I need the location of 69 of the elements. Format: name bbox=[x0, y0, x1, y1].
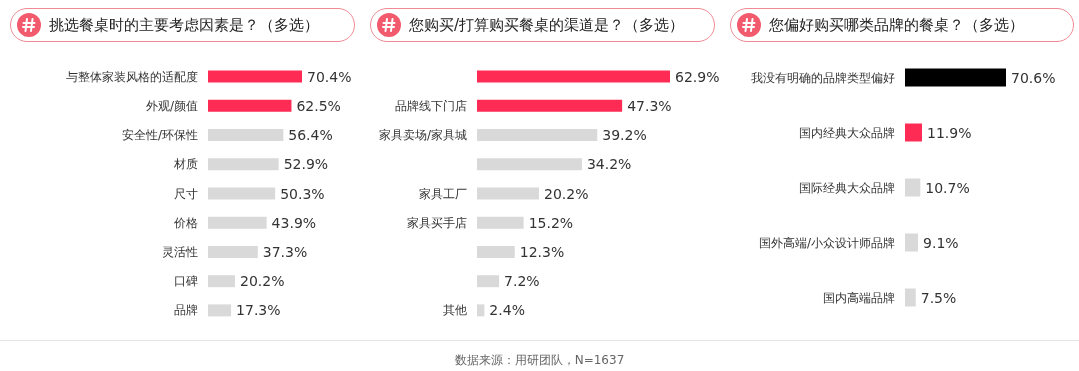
bar bbox=[208, 158, 279, 171]
data-label: 2.4% bbox=[489, 302, 525, 319]
y-tick-label: 国内高端品牌 bbox=[823, 290, 895, 305]
data-label: 70.4% bbox=[307, 68, 352, 85]
data-label: 43.9% bbox=[271, 214, 317, 231]
bar bbox=[208, 187, 276, 200]
data-label: 20.2% bbox=[543, 185, 589, 202]
data-label: 17.3% bbox=[236, 302, 281, 319]
y-tick-label: 尺寸 bbox=[174, 186, 198, 201]
data-label: 9.1% bbox=[923, 234, 959, 251]
y-tick-label: 家具买手店 bbox=[407, 215, 467, 230]
data-label: 70.6% bbox=[1011, 69, 1056, 86]
y-tick-label: 安全性/环保性 bbox=[121, 128, 198, 143]
data-label: 62.9% bbox=[675, 68, 720, 85]
y-tick-label: 品牌线下门店 bbox=[395, 98, 467, 113]
bar bbox=[208, 70, 302, 83]
data-label: 15.2% bbox=[528, 214, 574, 231]
y-tick-label: 与整体家装风格的适配度 bbox=[66, 69, 198, 84]
y-tick-label: 价格 bbox=[173, 215, 198, 230]
chart-title: 挑选餐桌时的主要考虑因素是？（多选） bbox=[49, 15, 319, 35]
data-label: 7.2% bbox=[504, 273, 540, 290]
data-label: 7.5% bbox=[920, 289, 957, 306]
data-label: 62.5% bbox=[296, 97, 341, 114]
bar bbox=[477, 129, 598, 142]
bar bbox=[208, 245, 258, 258]
data-label: 39.2% bbox=[602, 127, 647, 144]
y-tick-label: 家具卖场/家具城 bbox=[378, 128, 467, 143]
y-tick-label: 国际经典大众品牌 bbox=[799, 180, 895, 195]
bar bbox=[905, 178, 921, 197]
bar bbox=[905, 123, 923, 142]
data-label: 11.9% bbox=[927, 124, 972, 141]
data-label: 47.3% bbox=[627, 97, 672, 114]
bar bbox=[477, 70, 670, 83]
data-label: 10.7% bbox=[925, 179, 970, 196]
data-label: 20.2% bbox=[239, 273, 285, 290]
y-tick-label: 国内经典大众品牌 bbox=[799, 125, 895, 140]
data-label: 56.4% bbox=[288, 127, 333, 144]
y-tick-label: 外观/颜值 bbox=[145, 98, 198, 113]
bar bbox=[477, 216, 524, 229]
bar bbox=[477, 158, 582, 171]
y-tick-label: 口碑 bbox=[174, 274, 198, 289]
y-tick-label: 灵活性 bbox=[162, 244, 198, 259]
bar bbox=[477, 245, 515, 258]
y-tick-label: 我没有明确的品牌类型偏好 bbox=[751, 70, 895, 85]
y-tick-label: 材质 bbox=[173, 157, 198, 172]
bar bbox=[477, 99, 623, 112]
y-tick-label: 国外高端/小众设计师品牌 bbox=[758, 235, 895, 250]
bar bbox=[208, 275, 235, 288]
source-note: 数据来源：用研团队，N=1637 bbox=[454, 353, 625, 367]
bar bbox=[905, 233, 919, 252]
bar bbox=[477, 187, 539, 200]
chart-title: 您偏好购买哪类品牌的餐桌？（多选） bbox=[769, 15, 1024, 35]
bar bbox=[905, 68, 1006, 87]
bar bbox=[477, 304, 485, 317]
bar bbox=[208, 216, 267, 229]
data-label: 12.3% bbox=[519, 243, 565, 260]
data-label: 34.2% bbox=[586, 156, 632, 173]
data-label: 50.3% bbox=[280, 185, 325, 202]
y-tick-label: 品牌 bbox=[174, 303, 198, 318]
bar bbox=[208, 99, 292, 112]
chart-title: 您购买/打算购买餐桌的渠道是？（多选） bbox=[409, 15, 685, 35]
bar bbox=[208, 129, 284, 142]
bar bbox=[208, 304, 232, 317]
bar bbox=[905, 288, 916, 307]
bar bbox=[477, 275, 500, 288]
y-tick-label: 家具工厂 bbox=[419, 186, 467, 201]
y-tick-label: 其他 bbox=[443, 303, 467, 318]
data-label: 52.9% bbox=[283, 156, 329, 173]
data-label: 37.3% bbox=[262, 243, 308, 260]
